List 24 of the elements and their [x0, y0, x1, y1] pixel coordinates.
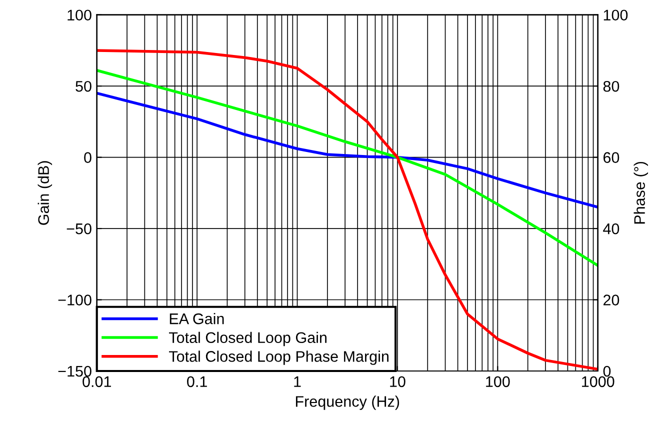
y-tick-label: −100	[58, 294, 92, 306]
y2-tick-label: 20	[603, 294, 620, 306]
x-tick-label: 1000	[582, 376, 614, 388]
y-axis-title: Gain (dB)	[38, 161, 52, 225]
y-tick-label: 100	[68, 10, 92, 21]
x-tick-label: 1	[294, 376, 301, 387]
x-tick-label: 10	[390, 376, 406, 388]
legend-label: Total Closed Loop Phase Margin	[169, 350, 388, 365]
y2-tick-label: 60	[603, 152, 620, 163]
y-tick-label: −50	[66, 223, 92, 234]
y2-axis-title: Phase (°)	[634, 162, 648, 224]
y-tick-label: 0	[84, 152, 92, 163]
y2-tick-label: 0	[603, 366, 611, 377]
y2-tick-label: 40	[603, 223, 620, 234]
x-tick-label: 100	[486, 376, 510, 388]
x-axis-title: Frequency (Hz)	[296, 396, 400, 410]
x-tick-label: 0.1	[187, 376, 207, 388]
legend-label: Total Closed Loop Gain	[169, 332, 326, 346]
x-tick-label: 0.01	[82, 376, 111, 388]
y-tick-label: 50	[76, 80, 92, 92]
y2-tick-label: 100	[604, 10, 628, 21]
y-tick-label: −150	[58, 366, 92, 377]
legend-label: EA Gain	[170, 312, 224, 324]
y2-tick-label: 80	[603, 80, 620, 92]
